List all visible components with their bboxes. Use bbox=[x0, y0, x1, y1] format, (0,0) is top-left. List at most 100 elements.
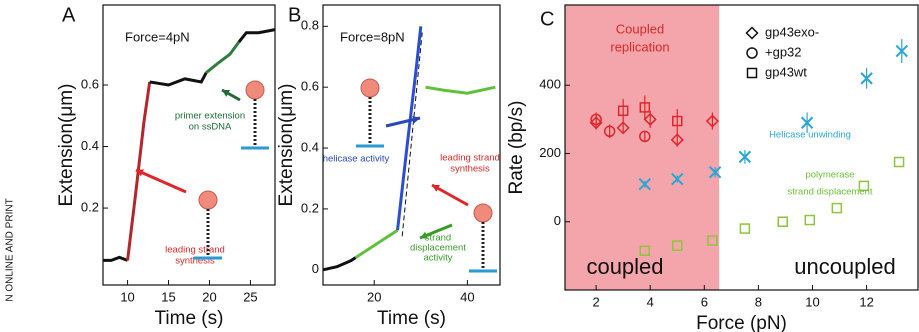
y-tick-label: 200 bbox=[539, 145, 561, 160]
x-tick-label: 20 bbox=[367, 289, 381, 304]
marker-square bbox=[707, 235, 718, 246]
annotation: leading strand bbox=[165, 245, 225, 256]
x-tick-label: 25 bbox=[243, 289, 257, 304]
axes-frame bbox=[102, 4, 276, 286]
marker-x bbox=[671, 172, 684, 186]
legend-entry: gp43wt bbox=[765, 64, 807, 79]
x-tick-label: 6 bbox=[701, 294, 708, 309]
annotation: synthesis bbox=[450, 164, 490, 175]
x-tick-label: 10 bbox=[805, 294, 819, 309]
trace bbox=[354, 228, 399, 259]
annotation: displacement bbox=[410, 243, 466, 254]
shaded-region bbox=[565, 5, 720, 290]
annotation: on ssDNA bbox=[189, 122, 232, 133]
trace bbox=[396, 26, 423, 231]
bead bbox=[245, 80, 265, 100]
x-tick-label: 2 bbox=[592, 294, 599, 309]
marker-x bbox=[708, 166, 722, 179]
arrowhead bbox=[432, 185, 440, 192]
legend-entry: gp43exo- bbox=[765, 24, 819, 39]
marker-square bbox=[831, 202, 843, 214]
annotation: strand displacement bbox=[787, 187, 872, 198]
y-axis-label: Rate (bp/s) bbox=[506, 101, 527, 195]
annotation: synthesis bbox=[175, 256, 215, 267]
y-axis-label: Extension(μm) bbox=[276, 84, 297, 207]
x-axis-label: Force (pN) bbox=[696, 313, 787, 332]
panel-label: B bbox=[288, 4, 301, 26]
annotation: polymerase bbox=[805, 170, 854, 181]
marker-x bbox=[860, 72, 873, 85]
marker-square bbox=[617, 105, 629, 117]
annotation: Force=4pN bbox=[125, 29, 190, 44]
arrowhead bbox=[222, 90, 230, 97]
y-tick-label: 0.4 bbox=[81, 138, 99, 153]
legend-entry: +gp32 bbox=[765, 44, 802, 59]
annotation: primer extension bbox=[175, 111, 245, 122]
arrow bbox=[135, 168, 187, 194]
x-tick-label: 20 bbox=[202, 289, 216, 304]
y-axis-label: Extension(μm) bbox=[56, 84, 77, 207]
x-axis-label: Time (s) bbox=[377, 308, 446, 329]
trace bbox=[237, 28, 276, 43]
side-text: N ONLINE AND PRINT bbox=[5, 198, 16, 301]
marker-x bbox=[638, 177, 652, 191]
annotation: coupled bbox=[586, 254, 663, 279]
x-tick-label: 10 bbox=[120, 289, 134, 304]
panel-label: C bbox=[540, 8, 554, 30]
annotation: Force=8pN bbox=[340, 29, 405, 44]
marker-square bbox=[672, 240, 683, 251]
marker-x bbox=[800, 116, 814, 129]
arrowhead bbox=[136, 169, 144, 177]
legend-symbol bbox=[746, 67, 758, 79]
annotation: replication bbox=[610, 39, 669, 54]
trace bbox=[322, 256, 357, 272]
marker-circle bbox=[590, 113, 602, 126]
marker-square bbox=[777, 216, 789, 227]
y-tick-label: 400 bbox=[539, 77, 561, 92]
marker-circle bbox=[603, 125, 616, 138]
marker-x bbox=[738, 150, 752, 164]
annotation: strand bbox=[425, 233, 451, 244]
annotation: activity bbox=[423, 253, 452, 264]
x-tick-label: 8 bbox=[755, 294, 762, 309]
bead bbox=[473, 203, 493, 223]
marker-diamond bbox=[643, 112, 657, 126]
y-tick-label: 0.8 bbox=[301, 18, 319, 33]
annotation: Coupled bbox=[616, 21, 664, 36]
y-tick-label: 0 bbox=[554, 213, 561, 228]
legend-symbol bbox=[746, 47, 758, 59]
x-tick-label: 40 bbox=[460, 289, 474, 304]
y-tick-label: 0.4 bbox=[301, 139, 319, 154]
y-tick-label: 0.2 bbox=[81, 200, 99, 215]
trace bbox=[425, 85, 496, 95]
y-tick-label: 0.2 bbox=[301, 200, 319, 215]
x-tick-label: 12 bbox=[859, 294, 873, 309]
annotation: helicase activity bbox=[323, 154, 390, 165]
arrowhead bbox=[412, 115, 420, 124]
marker-diamond bbox=[616, 121, 630, 135]
legend-symbol bbox=[745, 26, 759, 40]
x-axis-label: Time (s) bbox=[155, 308, 224, 329]
arrowhead bbox=[420, 231, 428, 239]
marker-square bbox=[739, 223, 751, 234]
marker-square bbox=[858, 180, 870, 192]
y-tick-label: 0 bbox=[312, 261, 319, 276]
trace bbox=[126, 81, 152, 261]
x-tick-label: 15 bbox=[161, 289, 175, 304]
marker-x bbox=[895, 44, 908, 58]
panel-label: A bbox=[62, 4, 76, 26]
marker-diamond bbox=[705, 114, 719, 128]
trace bbox=[205, 41, 241, 74]
y-tick-label: 0.6 bbox=[81, 76, 99, 91]
axes-frame bbox=[564, 4, 919, 291]
marker-square bbox=[804, 214, 816, 226]
bead bbox=[198, 190, 218, 210]
x-tick-label: 4 bbox=[647, 294, 654, 309]
annotation: Helicase unwinding bbox=[769, 130, 851, 141]
marker-square bbox=[639, 102, 651, 113]
y-tick-label: 0.6 bbox=[301, 79, 319, 94]
marker-square bbox=[672, 115, 683, 127]
marker-square bbox=[893, 156, 905, 168]
marker-diamond bbox=[670, 133, 684, 147]
annotation: uncoupled bbox=[794, 254, 896, 279]
